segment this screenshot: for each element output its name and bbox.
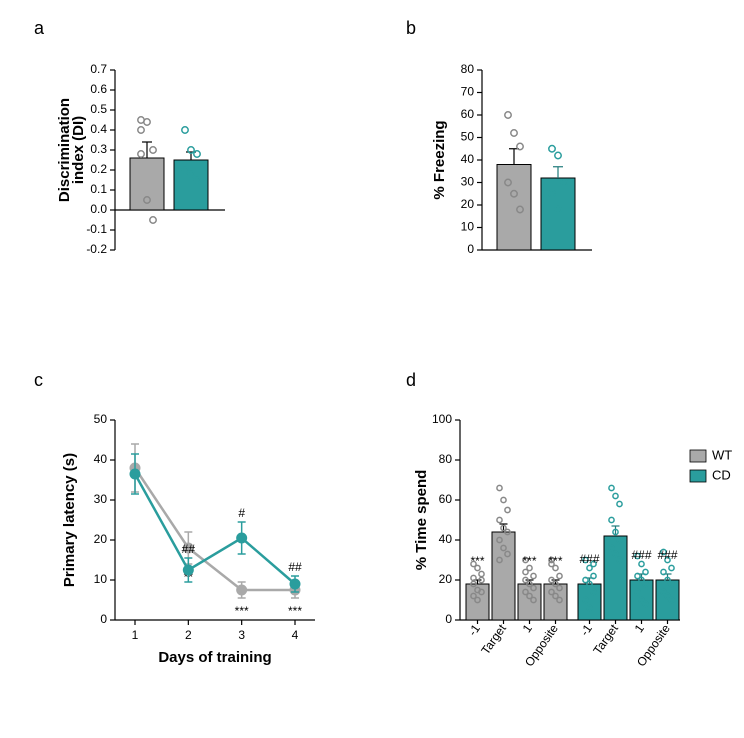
svg-text:***: *** <box>470 554 484 568</box>
svg-text:##: ## <box>288 560 302 574</box>
svg-text:20: 20 <box>439 572 453 586</box>
svg-text:Days of training: Days of training <box>158 649 271 666</box>
svg-text:-1: -1 <box>465 621 483 638</box>
svg-text:Primary latency (s): Primary latency (s) <box>61 453 78 587</box>
svg-text:50: 50 <box>461 130 475 144</box>
svg-text:###: ### <box>631 548 651 562</box>
panel-label-b: b <box>406 18 416 39</box>
chart-primary-latency: 0 10 20 30 40 50 1 2 3 4 Primary latency (s) Days o… <box>40 410 340 710</box>
panel-label-d: d <box>406 370 416 391</box>
svg-text:30: 30 <box>94 492 108 506</box>
svg-text:0.6: 0.6 <box>90 82 107 96</box>
svg-text:% Freezing: % Freezing <box>431 120 448 199</box>
svg-text:3: 3 <box>238 628 245 642</box>
svg-text:40: 40 <box>439 532 453 546</box>
svg-text:#: # <box>238 506 245 520</box>
svg-text:4: 4 <box>292 628 299 642</box>
svg-text:0.1: 0.1 <box>90 182 107 196</box>
svg-text:0: 0 <box>467 242 474 256</box>
chart-discrimination-index: -0.2-0.10.00.10.20.30.40.50.60.7Discrimi… <box>40 60 270 280</box>
svg-text:30: 30 <box>461 175 475 189</box>
svg-text:40: 40 <box>461 152 475 166</box>
svg-text:1: 1 <box>132 628 139 642</box>
svg-text:1: 1 <box>632 621 647 635</box>
svg-text:###: ### <box>579 552 599 566</box>
svg-text:index (DI): index (DI) <box>70 116 87 184</box>
svg-text:Target: Target <box>478 621 509 657</box>
svg-text:50: 50 <box>94 412 108 426</box>
svg-text:10: 10 <box>461 220 475 234</box>
panel-label-a: a <box>34 18 44 39</box>
chart-time-spend: 020406080100% Time spend***-1Target***1*… <box>400 410 740 710</box>
svg-text:-0.2: -0.2 <box>86 242 107 256</box>
svg-text:40: 40 <box>94 452 108 466</box>
svg-text:0.4: 0.4 <box>90 122 107 136</box>
svg-text:0.7: 0.7 <box>90 62 107 76</box>
panel-label-c: c <box>34 370 43 391</box>
svg-text:0.5: 0.5 <box>90 102 107 116</box>
svg-text:-0.1: -0.1 <box>86 222 107 236</box>
svg-text:80: 80 <box>461 62 475 76</box>
svg-text:***: *** <box>548 554 562 568</box>
svg-text:0: 0 <box>445 612 452 626</box>
svg-text:70: 70 <box>461 85 475 99</box>
svg-text:Target: Target <box>590 621 621 657</box>
svg-text:2: 2 <box>185 628 192 642</box>
svg-text:20: 20 <box>94 532 108 546</box>
svg-text:0.0: 0.0 <box>90 202 107 216</box>
svg-text:CD: CD <box>712 467 731 482</box>
svg-text:##: ## <box>182 542 196 556</box>
svg-text:10: 10 <box>94 572 108 586</box>
svg-text:60: 60 <box>439 492 453 506</box>
svg-text:0.3: 0.3 <box>90 142 107 156</box>
svg-text:0: 0 <box>100 612 107 626</box>
svg-text:***: *** <box>288 604 302 618</box>
svg-text:-1: -1 <box>577 621 595 638</box>
svg-text:% Time spend: % Time spend <box>413 470 430 571</box>
svg-text:60: 60 <box>461 107 475 121</box>
svg-text:80: 80 <box>439 452 453 466</box>
svg-text:WT: WT <box>712 447 732 462</box>
svg-text:1: 1 <box>520 621 535 635</box>
svg-text:***: *** <box>235 604 249 618</box>
chart-freezing: 0 10 20 30 40 50 60 70 80 % Freezing <box>412 60 642 280</box>
svg-text:20: 20 <box>461 197 475 211</box>
svg-text:***: *** <box>522 554 536 568</box>
svg-text:0.2: 0.2 <box>90 162 107 176</box>
svg-text:###: ### <box>657 548 677 562</box>
svg-text:100: 100 <box>432 412 452 426</box>
